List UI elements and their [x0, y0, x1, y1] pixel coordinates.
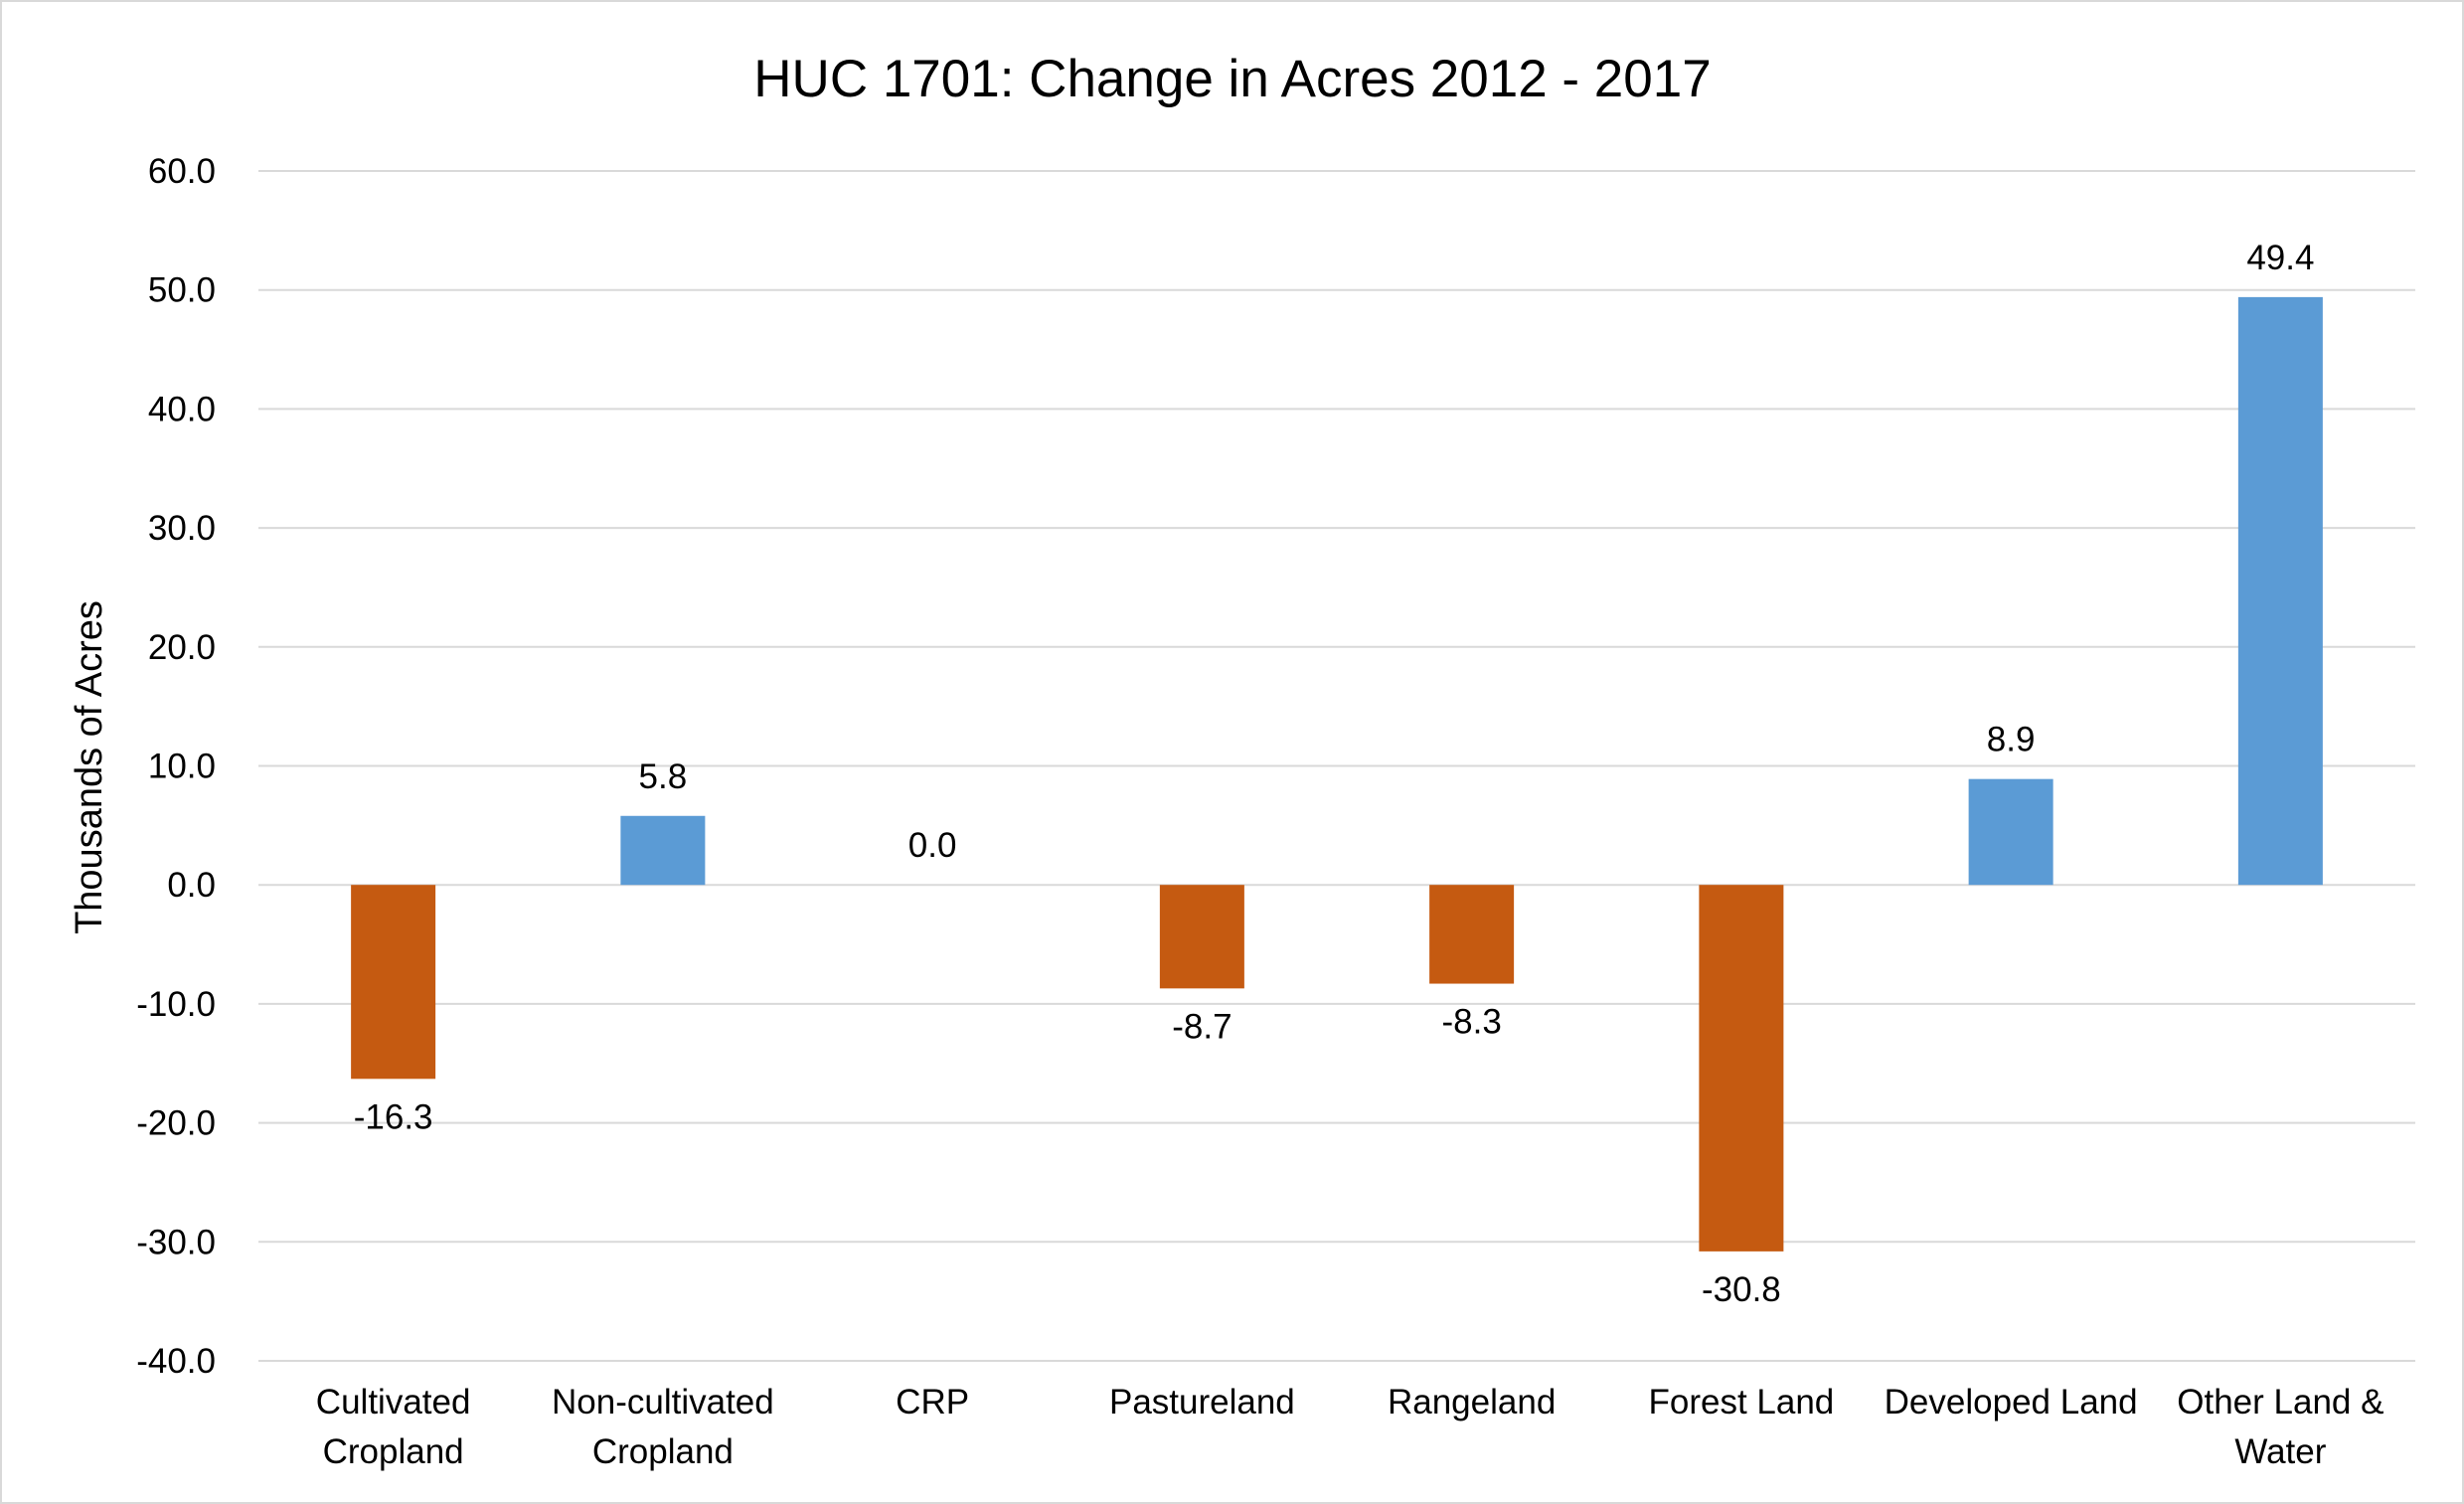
category-label: Other Land & Water: [2177, 1383, 2383, 1471]
y-tick-label: -30.0: [136, 1223, 216, 1261]
category-label: Pastureland: [1109, 1383, 1295, 1421]
data-label: 5.8: [639, 757, 688, 796]
y-tick-label: -10.0: [136, 985, 216, 1024]
y-tick-label: 40.0: [148, 390, 216, 428]
gridlines: [258, 170, 2415, 1362]
data-label: 49.4: [2246, 239, 2314, 277]
y-tick-label: 10.0: [148, 748, 216, 786]
category-label: CRP: [896, 1383, 969, 1421]
bars: [351, 296, 2323, 1252]
y-tick-label: 0.0: [167, 866, 216, 905]
bar: [1159, 885, 1244, 989]
bar: [1699, 885, 1784, 1252]
data-label: 0.0: [908, 826, 957, 865]
y-axis-label: Thousands of Acres: [69, 600, 110, 934]
data-label: 8.9: [1987, 721, 2036, 759]
y-tick-label: 60.0: [148, 152, 216, 191]
data-label: -8.3: [1441, 1003, 1501, 1042]
bar: [620, 815, 706, 886]
chart-title: HUC 1701: Change in Acres 2012 - 2017: [753, 50, 1711, 108]
bar: [351, 885, 436, 1080]
category-label: Cultivated Cropland: [316, 1383, 471, 1471]
data-label: -16.3: [354, 1097, 433, 1136]
y-tick-label: 20.0: [148, 628, 216, 667]
category-label: Forest Land: [1648, 1383, 1834, 1421]
data-labels: -16.3 5.8 0.0 -8.7 -8.3 -30.8 8.9 49.4: [354, 239, 2315, 1309]
y-tick-label: 50.0: [148, 271, 216, 310]
y-tick-label: -20.0: [136, 1104, 216, 1143]
y-tick-label: 30.0: [148, 509, 216, 548]
category-label: Non-cultivated Cropland: [552, 1383, 774, 1471]
y-tick-label: -40.0: [136, 1342, 216, 1381]
category-label: Rangeland: [1388, 1383, 1556, 1421]
category-label: Developed Land: [1885, 1383, 2138, 1421]
bar: [1968, 778, 2053, 886]
category-labels: Cultivated Cropland Non-cultivated Cropland…: [316, 1383, 2384, 1471]
data-label: -30.8: [1702, 1270, 1781, 1309]
y-tick-labels: -40.0 -30.0 -20.0 -10.0 0.0 10.0 20.0 30.0 40.0 5…: [136, 152, 216, 1381]
bar: [2237, 296, 2323, 886]
bar: [1429, 885, 1515, 984]
data-label: -8.7: [1172, 1007, 1232, 1046]
